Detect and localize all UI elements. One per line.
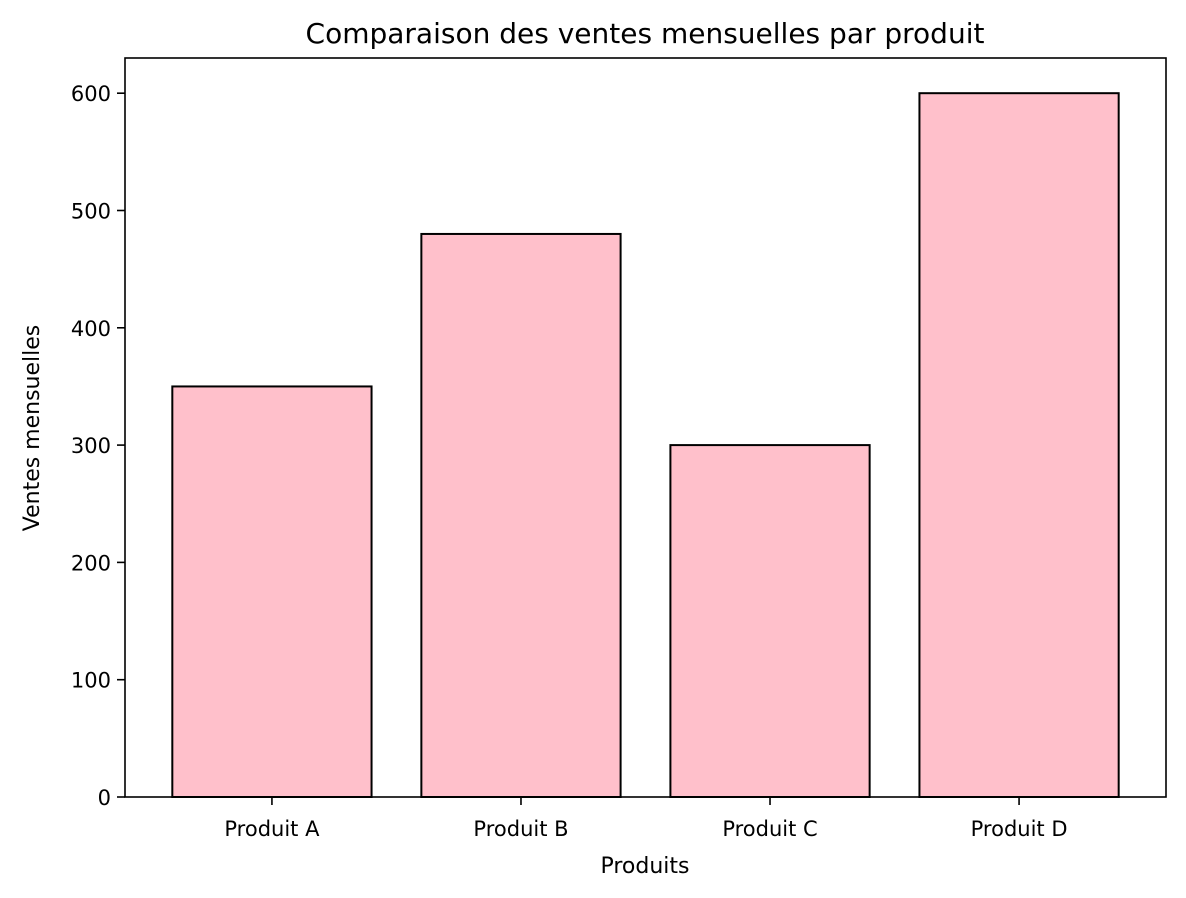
y-tick-label: 200	[71, 551, 111, 575]
x-tick-label: Produit A	[224, 817, 320, 841]
bars	[171, 92, 1120, 798]
x-tick-label: Produit C	[722, 817, 817, 841]
y-tick-label: 300	[71, 434, 111, 458]
y-tick-label: 500	[71, 199, 111, 223]
chart-title: Comparaison des ventes mensuelles par pr…	[306, 17, 985, 50]
y-axis-label: Ventes mensuelles	[20, 325, 45, 532]
y-axis-ticks: 0 100 200 300 400 500 600	[71, 82, 125, 810]
bar-produit-a	[171, 385, 373, 798]
bar-produit-c	[669, 444, 871, 798]
y-tick-label: 600	[71, 82, 111, 106]
x-axis-ticks: Produit A Produit B Produit C Produit D	[224, 797, 1068, 841]
bar-produit-d	[918, 92, 1120, 798]
y-tick-label: 0	[98, 786, 111, 810]
x-tick-label: Produit D	[971, 817, 1068, 841]
y-tick-label: 100	[71, 669, 111, 693]
plot-frame	[124, 57, 1167, 798]
y-tick-label: 400	[71, 317, 111, 341]
bar-produit-b	[420, 232, 622, 798]
x-tick-label: Produit B	[473, 817, 568, 841]
x-axis-label: Produits	[600, 854, 689, 879]
